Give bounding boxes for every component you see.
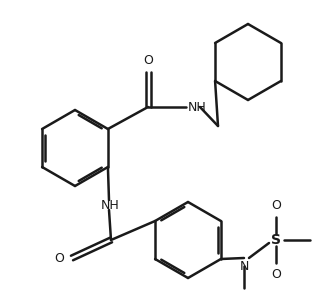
Text: NH: NH [188, 100, 207, 114]
Text: O: O [271, 268, 281, 281]
Text: NH: NH [101, 198, 120, 212]
Text: S: S [271, 233, 281, 247]
Text: O: O [143, 54, 153, 67]
Text: N: N [239, 260, 249, 273]
Text: O: O [271, 199, 281, 212]
Text: O: O [54, 252, 64, 265]
